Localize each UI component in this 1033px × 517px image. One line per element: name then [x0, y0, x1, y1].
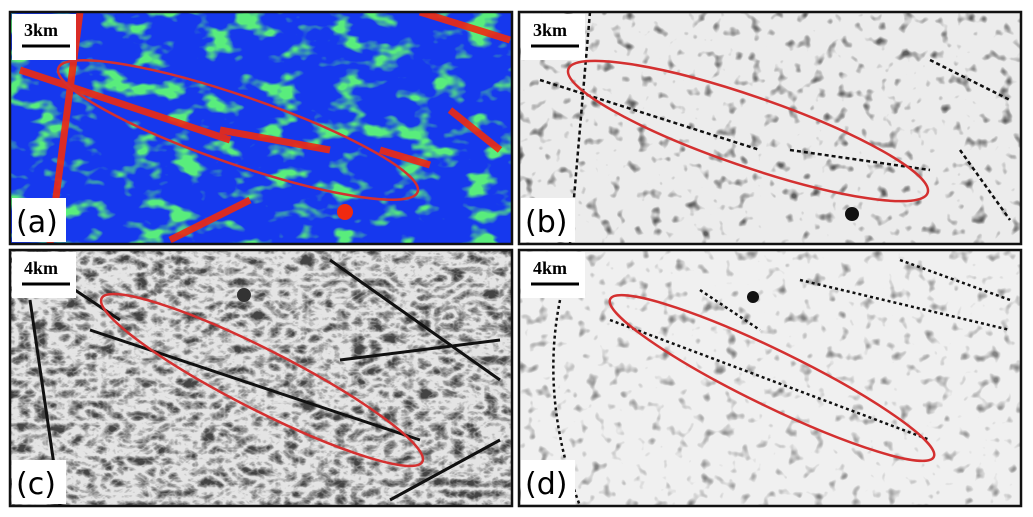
panel-c-annotations: 4km (c): [12, 252, 76, 504]
panel-label: (d): [525, 467, 567, 502]
panel-b-annotations: 3km (b): [521, 14, 585, 242]
panel-b: [519, 12, 1021, 244]
panel-a-annotations: 3km (a): [12, 14, 76, 242]
scale-label: 3km: [24, 20, 58, 40]
panel-label: (a): [16, 205, 58, 240]
panel-d: [519, 250, 1021, 506]
scale-label: 4km: [533, 258, 567, 278]
panel-borders: [8, 10, 1023, 508]
panel-a: [10, 12, 512, 244]
scale-label: 3km: [533, 20, 567, 40]
panel-c: [10, 250, 512, 506]
scale-label: 4km: [24, 258, 58, 278]
panel-label: (c): [16, 467, 56, 502]
panel-d-annotations: 4km (d): [521, 252, 585, 504]
panel-label: (b): [525, 205, 567, 240]
